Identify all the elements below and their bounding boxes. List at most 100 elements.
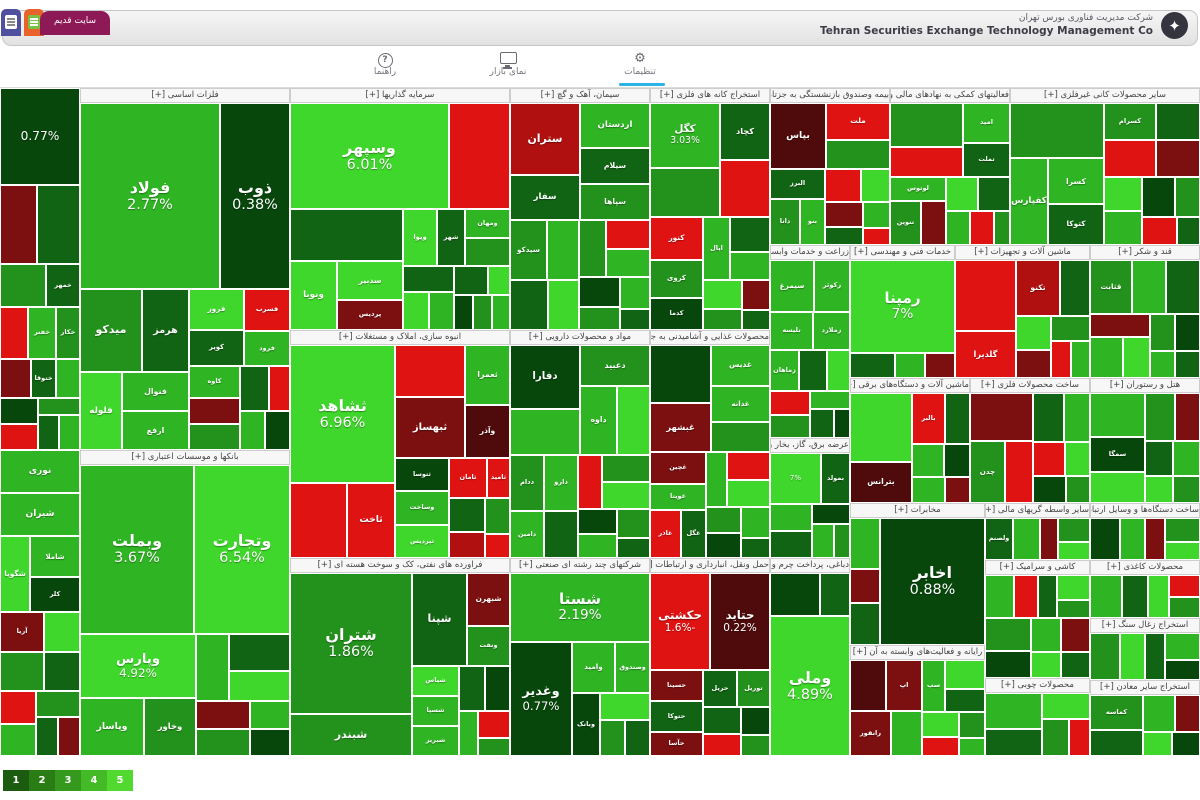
stock-tile-داوه[interactable]: داوه <box>580 386 617 455</box>
calendar-app-tab[interactable] <box>1 9 21 36</box>
stock-tile[interactable] <box>1165 542 1200 560</box>
stock-tile-کماسه[interactable]: کماسه <box>1090 695 1143 730</box>
stock-tile-کسرام[interactable]: کسرام <box>1104 103 1156 140</box>
stock-tile[interactable] <box>625 720 650 756</box>
stock-tile[interactable] <box>1145 393 1175 441</box>
stock-tile[interactable] <box>196 729 250 756</box>
stock-tile[interactable] <box>770 391 810 415</box>
stock-tile-سدبیر[interactable]: سدبیر <box>337 261 403 300</box>
stock-tile[interactable] <box>1033 442 1065 476</box>
stock-tile-ستران[interactable]: ستران <box>510 103 580 175</box>
stock-tile[interactable] <box>600 693 650 720</box>
stock-tile-نوری[interactable]: نوری <box>0 450 80 493</box>
stock-tile[interactable] <box>1061 652 1090 678</box>
stock-tile-کچاد[interactable]: کچاد <box>720 103 770 160</box>
stock-tile[interactable] <box>742 310 770 330</box>
stock-tile[interactable] <box>0 398 38 424</box>
stock-tile[interactable] <box>706 507 741 533</box>
stock-tile[interactable] <box>1058 542 1090 560</box>
stock-tile[interactable] <box>578 455 602 509</box>
stock-tile[interactable] <box>1090 314 1150 337</box>
stock-tile[interactable] <box>1122 575 1148 618</box>
stock-tile-وساخت[interactable]: وساخت <box>395 491 449 525</box>
stock-tile-آریا[interactable]: آریا <box>0 612 44 652</box>
stock-tile[interactable] <box>488 266 510 295</box>
stock-tile[interactable] <box>189 398 240 424</box>
stock-tile-دعبید[interactable]: دعبید <box>580 345 650 386</box>
stock-tile-بالبر[interactable]: بالبر <box>912 393 945 444</box>
stock-tile[interactable] <box>863 228 890 245</box>
stock-tile[interactable] <box>1150 351 1175 378</box>
stock-tile[interactable] <box>1165 633 1200 660</box>
stock-tile[interactable] <box>985 618 1031 651</box>
stock-tile[interactable] <box>1042 693 1090 719</box>
stock-tile-میدکو[interactable]: میدکو <box>80 289 142 372</box>
stock-tile[interactable] <box>985 693 1042 729</box>
stock-tile-بنو[interactable]: بنو <box>800 199 825 245</box>
stock-tile[interactable] <box>1142 177 1175 217</box>
stock-tile[interactable] <box>959 712 985 738</box>
stock-tile[interactable] <box>770 504 812 531</box>
stock-tile[interactable] <box>1033 393 1064 442</box>
stock-tile-غدیس[interactable]: غدیس <box>711 345 770 386</box>
sector-header[interactable]: ساخت محصولات فلزی [+] <box>970 378 1090 393</box>
stock-tile[interactable] <box>1156 103 1200 140</box>
stock-tile-شبهرن[interactable]: شبهرن <box>467 573 510 626</box>
stock-tile[interactable] <box>985 651 1031 678</box>
stock-tile[interactable] <box>812 524 834 558</box>
stock-tile-ومهان[interactable]: ومهان <box>465 209 510 238</box>
stock-tile[interactable] <box>727 452 770 480</box>
stock-tile-دانا[interactable]: دانا <box>770 199 800 245</box>
stock-tile[interactable] <box>945 660 985 689</box>
stock-tile[interactable] <box>1104 211 1142 245</box>
stock-tile[interactable] <box>37 185 80 264</box>
sector-header[interactable]: بیمه وصندوق بازنشستگی به جزتامین اجتماعی… <box>770 88 890 103</box>
sector-header[interactable]: ماشین آلات و دستگاه‌های برقی [+] <box>850 378 970 393</box>
stock-tile[interactable] <box>850 603 880 645</box>
stock-tile[interactable] <box>59 415 80 450</box>
stock-tile[interactable] <box>1142 217 1177 245</box>
stock-tile[interactable] <box>600 720 625 756</box>
stock-tile-اخابر[interactable]: اخابر 0.88% <box>880 518 985 645</box>
sector-header[interactable]: محصولات چوبی [+] <box>985 678 1090 693</box>
stock-tile-حتاید[interactable]: حتاید 0.22% <box>710 573 770 670</box>
stock-tile-ددام[interactable]: ددام <box>510 455 544 511</box>
stock-tile[interactable] <box>922 712 959 737</box>
sector-header[interactable]: حمل ونقل، انبارداری و ارتباطات [+] <box>650 558 770 573</box>
stock-tile-ثشاهد[interactable]: ثشاهد 6.96% <box>290 345 395 483</box>
stock-tile[interactable] <box>449 103 510 209</box>
stock-tile[interactable] <box>955 260 1016 331</box>
stock-tile[interactable] <box>1175 177 1200 217</box>
stock-tile[interactable] <box>912 477 945 503</box>
stock-tile-حریل[interactable]: حریل <box>703 670 737 707</box>
stock-tile-ثعمرا[interactable]: ثعمرا <box>465 345 510 405</box>
sector-header[interactable]: زراعت و خدمات وابسته [+] <box>770 245 850 260</box>
stock-tile-ارفع[interactable]: ارفع <box>122 411 189 450</box>
stock-tile[interactable] <box>850 518 880 569</box>
stock-tile-فولاد[interactable]: فولاد 2.77% <box>80 103 220 289</box>
stock-tile[interactable] <box>895 353 925 378</box>
stock-tile[interactable] <box>269 366 290 411</box>
stock-tile[interactable] <box>0 652 44 691</box>
sector-header[interactable]: خدمات فنی و مهندسی [+] <box>850 245 955 260</box>
stock-tile[interactable] <box>58 717 80 756</box>
stock-tile[interactable]: 0.77% <box>0 88 80 185</box>
stock-tile-وامید[interactable]: وامید <box>572 642 615 693</box>
stock-tile-قثابت[interactable]: قثابت <box>1090 260 1132 314</box>
stock-tile-غچین[interactable]: غچین <box>650 452 706 484</box>
stock-tile-گلدیرا[interactable]: گلدیرا <box>955 331 1016 378</box>
stock-tile[interactable] <box>810 409 834 438</box>
stock-tile[interactable] <box>826 140 890 169</box>
stock-tile-وصندوق[interactable]: وصندوق <box>615 642 650 693</box>
stock-tile[interactable] <box>617 386 650 455</box>
stock-tile[interactable] <box>1165 518 1200 542</box>
stock-tile-حتوکا[interactable]: حتوکا <box>650 701 703 732</box>
stock-tile-کروی[interactable]: کروی <box>650 260 703 298</box>
stock-tile[interactable] <box>770 531 812 558</box>
stock-tile[interactable] <box>1061 618 1090 652</box>
stock-tile[interactable] <box>578 534 617 558</box>
stock-tile[interactable] <box>850 660 886 711</box>
stock-tile[interactable] <box>834 524 850 558</box>
stock-tile[interactable] <box>1090 472 1145 503</box>
stock-tile[interactable] <box>922 737 959 756</box>
